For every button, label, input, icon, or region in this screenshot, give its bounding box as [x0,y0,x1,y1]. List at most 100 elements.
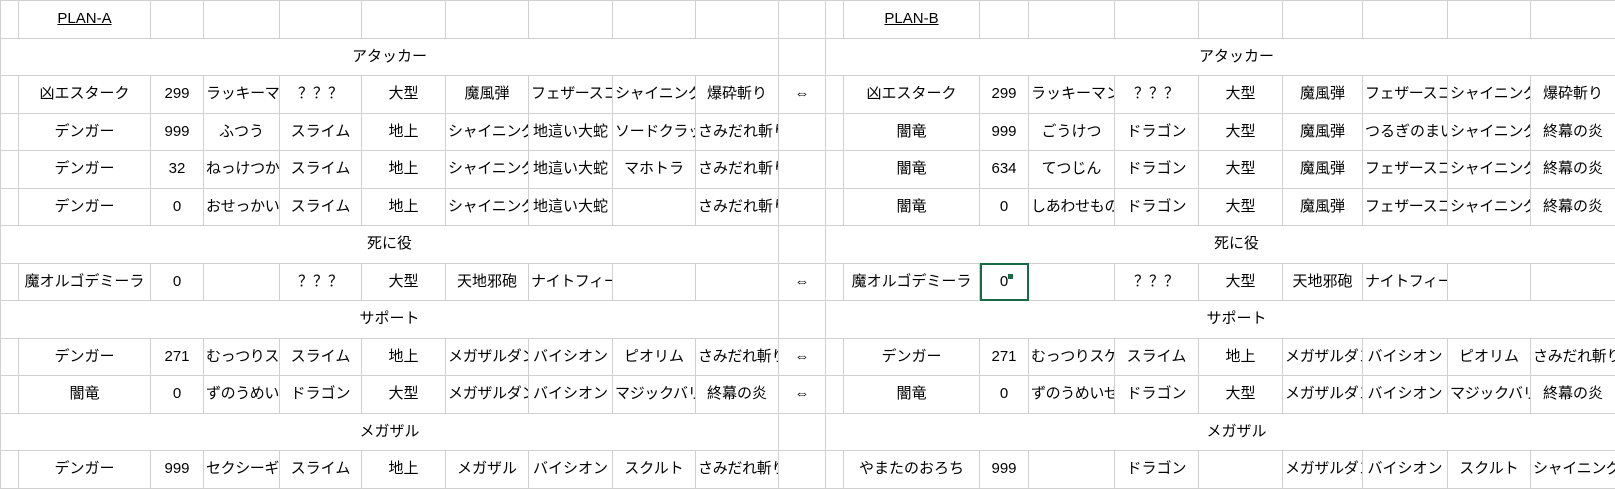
plan-a-skill-3[interactable]: マジックバリア [612,375,696,414]
plan-a-skill-2[interactable]: 地這い大蛇 [528,150,613,189]
plan-b-family[interactable]: ？？？ [1114,75,1199,114]
plan-a-skill-1[interactable]: シャイニングボウ [445,150,529,189]
plan-a-skill-4[interactable]: さみだれ斬り [695,450,779,489]
plan-b-skill-4[interactable]: 終幕の炎 [1530,187,1615,227]
plan-a-skill-1[interactable]: メガザル [445,450,529,489]
plan-a-monster-level[interactable]: 999 [150,112,204,152]
empty-cell[interactable] [1198,0,1283,39]
plan-b-skill-2[interactable]: フェザースコール [1362,187,1448,227]
empty-cell[interactable] [1282,0,1363,39]
active-column-marker[interactable] [979,0,1029,39]
plan-b-personality[interactable]: むっつりスケベ [1028,337,1115,377]
plan-b-skill-4[interactable]: 終幕の炎 [1530,112,1615,152]
plan-b-monster-level[interactable]: 0 [979,187,1029,227]
plan-a-skill-3[interactable] [612,262,696,302]
plan-b-skill-4[interactable] [1530,262,1615,302]
plan-b-family[interactable]: ドラゴン [1114,187,1199,227]
plan-b-skill-3[interactable]: ピオリム [1447,337,1531,377]
plan-a-monster-name[interactable]: デンガー [18,337,151,377]
plan-a-monster-name[interactable]: デンガー [18,150,151,189]
plan-b-skill-1[interactable]: メガザルダンス [1282,450,1363,489]
plan-b-skill-1[interactable]: メガザルダンス [1282,337,1363,377]
plan-b-monster-level[interactable]: 271 [979,337,1029,377]
plan-b-skill-3[interactable]: マジックバリア [1447,375,1531,414]
plan-b-personality[interactable]: てつじん [1028,150,1115,189]
plan-a-skill-1[interactable]: 魔風弾 [445,75,529,114]
plan-b-monster-name[interactable]: 闇竜 [843,375,980,414]
plan-b-skill-1[interactable]: 魔風弾 [1282,112,1363,152]
plan-a-skill-2[interactable]: 地這い大蛇 [528,187,613,227]
plan-a-body-size[interactable]: 大型 [361,375,446,414]
plan-b-body-size[interactable]: 大型 [1198,187,1283,227]
plan-a-skill-3[interactable]: シャイニングボウ [612,75,696,114]
plan-b-monster-name[interactable]: 魔オルゴデミーラ [843,262,980,302]
plan-b-skill-4[interactable]: シャイニングボウ [1530,450,1615,489]
plan-b-personality[interactable]: ラッキーマン [1028,75,1115,114]
empty-cell[interactable] [150,0,204,39]
plan-a-monster-level[interactable]: 999 [150,450,204,489]
plan-a-monster-level[interactable]: 0 [150,262,204,302]
plan-a-skill-4[interactable]: さみだれ斬り [695,112,779,152]
empty-cell[interactable] [361,0,446,39]
plan-a-skill-3[interactable]: ピオリム [612,337,696,377]
plan-a-family[interactable]: ？？？ [279,262,362,302]
plan-a-body-size[interactable]: 地上 [361,450,446,489]
empty-cell[interactable] [1447,0,1531,39]
plan-b-monster-level[interactable]: 0 [979,262,1029,302]
plan-a-monster-name[interactable]: 闇竜 [18,375,151,414]
plan-a-personality[interactable]: セクシーギャル [203,450,280,489]
empty-cell[interactable] [695,0,779,39]
plan-b-personality[interactable] [1028,262,1115,302]
empty-cell[interactable] [528,0,613,39]
plan-a-personality[interactable]: ラッキーマン [203,75,280,114]
plan-b-monster-level[interactable]: 0 [979,375,1029,414]
plan-a-body-size[interactable]: 地上 [361,112,446,152]
plan-a-monster-level[interactable]: 32 [150,150,204,189]
plan-a-skill-4[interactable]: 爆砕斬り [695,75,779,114]
plan-a-family[interactable]: スライム [279,112,362,152]
plan-b-skill-1[interactable]: 魔風弾 [1282,150,1363,189]
empty-cell[interactable] [1530,0,1615,39]
plan-b-family[interactable]: スライム [1114,337,1199,377]
plan-b-skill-3[interactable]: シャイニングボウ [1447,112,1531,152]
plan-a-family[interactable]: スライム [279,450,362,489]
plan-b-skill-2[interactable]: フェザースコール [1362,75,1448,114]
plan-b-monster-name[interactable]: 闇竜 [843,150,980,189]
empty-cell[interactable] [1362,0,1448,39]
plan-b-body-size[interactable]: 大型 [1198,375,1283,414]
plan-b-skill-4[interactable]: 爆砕斬り [1530,75,1615,114]
empty-cell[interactable] [279,0,362,39]
plan-a-family[interactable]: ドラゴン [279,375,362,414]
plan-b-skill-1[interactable]: 天地邪砲 [1282,262,1363,302]
plan-a-family[interactable]: スライム [279,337,362,377]
plan-a-personality[interactable]: ねっけつかん [203,150,280,189]
plan-a-skill-1[interactable]: メガザルダンス [445,375,529,414]
plan-a-skill-3[interactable] [612,187,696,227]
plan-a-monster-name[interactable]: デンガー [18,112,151,152]
plan-b-skill-2[interactable]: バイシオン [1362,375,1448,414]
plan-b-skill-2[interactable]: バイシオン [1362,450,1448,489]
plan-b-body-size[interactable]: 大型 [1198,75,1283,114]
plan-b-family[interactable]: ドラゴン [1114,375,1199,414]
plan-b-skill-4[interactable]: 終幕の炎 [1530,375,1615,414]
plan-b-body-size[interactable] [1198,450,1283,489]
plan-a-monster-name[interactable]: 凶エスターク [18,75,151,114]
plan-b-monster-level[interactable]: 634 [979,150,1029,189]
plan-a-skill-1[interactable]: 天地邪砲 [445,262,529,302]
plan-b-personality[interactable]: ごうけつ [1028,112,1115,152]
plan-a-body-size[interactable]: 地上 [361,187,446,227]
plan-b-skill-3[interactable]: シャイニングボウ [1447,187,1531,227]
plan-a-skill-1[interactable]: シャイニングボウ [445,112,529,152]
plan-b-skill-2[interactable]: フェザースコール [1362,150,1448,189]
plan-b-skill-2[interactable]: つるぎのまい [1362,112,1448,152]
plan-b-monster-name[interactable]: 闇竜 [843,112,980,152]
empty-cell[interactable] [1114,0,1199,39]
plan-a-monster-level[interactable]: 299 [150,75,204,114]
plan-a-skill-3[interactable]: マホトラ [612,150,696,189]
plan-a-body-size[interactable]: 地上 [361,150,446,189]
plan-a-monster-name[interactable]: デンガー [18,187,151,227]
plan-b-monster-name[interactable]: 闇竜 [843,187,980,227]
plan-b-monster-level[interactable]: 299 [979,75,1029,114]
plan-b-body-size[interactable]: 大型 [1198,112,1283,152]
plan-b-monster-name[interactable]: 凶エスターク [843,75,980,114]
